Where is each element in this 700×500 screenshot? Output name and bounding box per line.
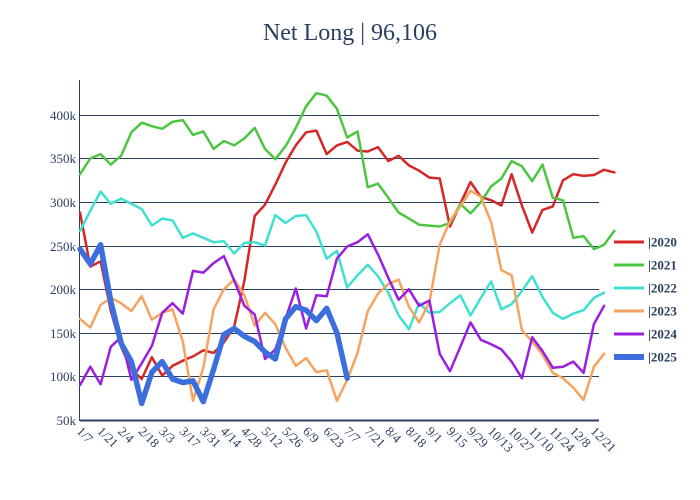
legend: |2020 |2021 |2022 |2023 |2024 |2025 — [614, 235, 677, 365]
gridlines — [79, 80, 599, 422]
x-tick-label: 8/18 — [403, 424, 430, 451]
y-tick-label: 150k — [50, 326, 77, 341]
legend-label: |2025 — [648, 350, 677, 365]
x-tick-label: 5/26 — [279, 424, 306, 451]
x-tick-label: 1/21 — [94, 424, 121, 451]
legend-label: |2023 — [648, 304, 677, 319]
x-tick-label: 6/23 — [321, 424, 348, 451]
y-tick-label: 250k — [50, 239, 77, 254]
legend-label: |2021 — [648, 258, 677, 273]
legend-item[interactable]: |2024 — [614, 327, 677, 342]
y-tick-label: 350k — [50, 151, 77, 166]
x-tick-label: 2/18 — [136, 424, 163, 451]
x-tick-label: 1/7 — [74, 424, 97, 447]
x-tick-label: 7/21 — [362, 424, 389, 451]
x-tick-label: 9/15 — [444, 424, 471, 451]
series-line-2023 — [78, 189, 606, 403]
y-tick-label: 200k — [50, 282, 77, 297]
series-lines — [77, 91, 616, 407]
legend-item[interactable]: |2021 — [614, 258, 677, 273]
legend-label: |2024 — [648, 327, 677, 342]
y-tick-label: 50k — [57, 413, 77, 428]
x-tick-label: 4/28 — [238, 424, 265, 451]
x-axis-ticks: 1/71/212/42/183/33/173/314/144/285/125/2… — [74, 424, 619, 456]
y-tick-label: 300k — [50, 195, 77, 210]
legend-label: |2022 — [648, 281, 677, 296]
x-tick-label: 3/17 — [177, 424, 204, 451]
series-line-2021 — [78, 91, 616, 251]
legend-item[interactable]: |2023 — [614, 304, 677, 319]
x-tick-label: 9/29 — [464, 424, 491, 451]
x-tick-label: 3/31 — [197, 424, 224, 451]
legend-item[interactable]: |2025 — [614, 350, 677, 365]
series-line-2025 — [77, 242, 350, 407]
y-axis-ticks: 50k 100k 150k 200k 250k 300k 350k 400k — [50, 108, 77, 428]
series-line-2024 — [78, 233, 606, 387]
chart-title: Net Long | 96,106 — [263, 20, 437, 46]
legend-item[interactable]: |2022 — [614, 281, 677, 296]
legend-item[interactable]: |2020 — [614, 235, 677, 250]
x-tick-label: 4/14 — [218, 424, 245, 451]
x-tick-label: 5/12 — [259, 424, 286, 451]
y-tick-label: 400k — [50, 108, 77, 123]
legend-label: |2020 — [648, 235, 677, 250]
y-tick-label: 100k — [50, 369, 77, 384]
